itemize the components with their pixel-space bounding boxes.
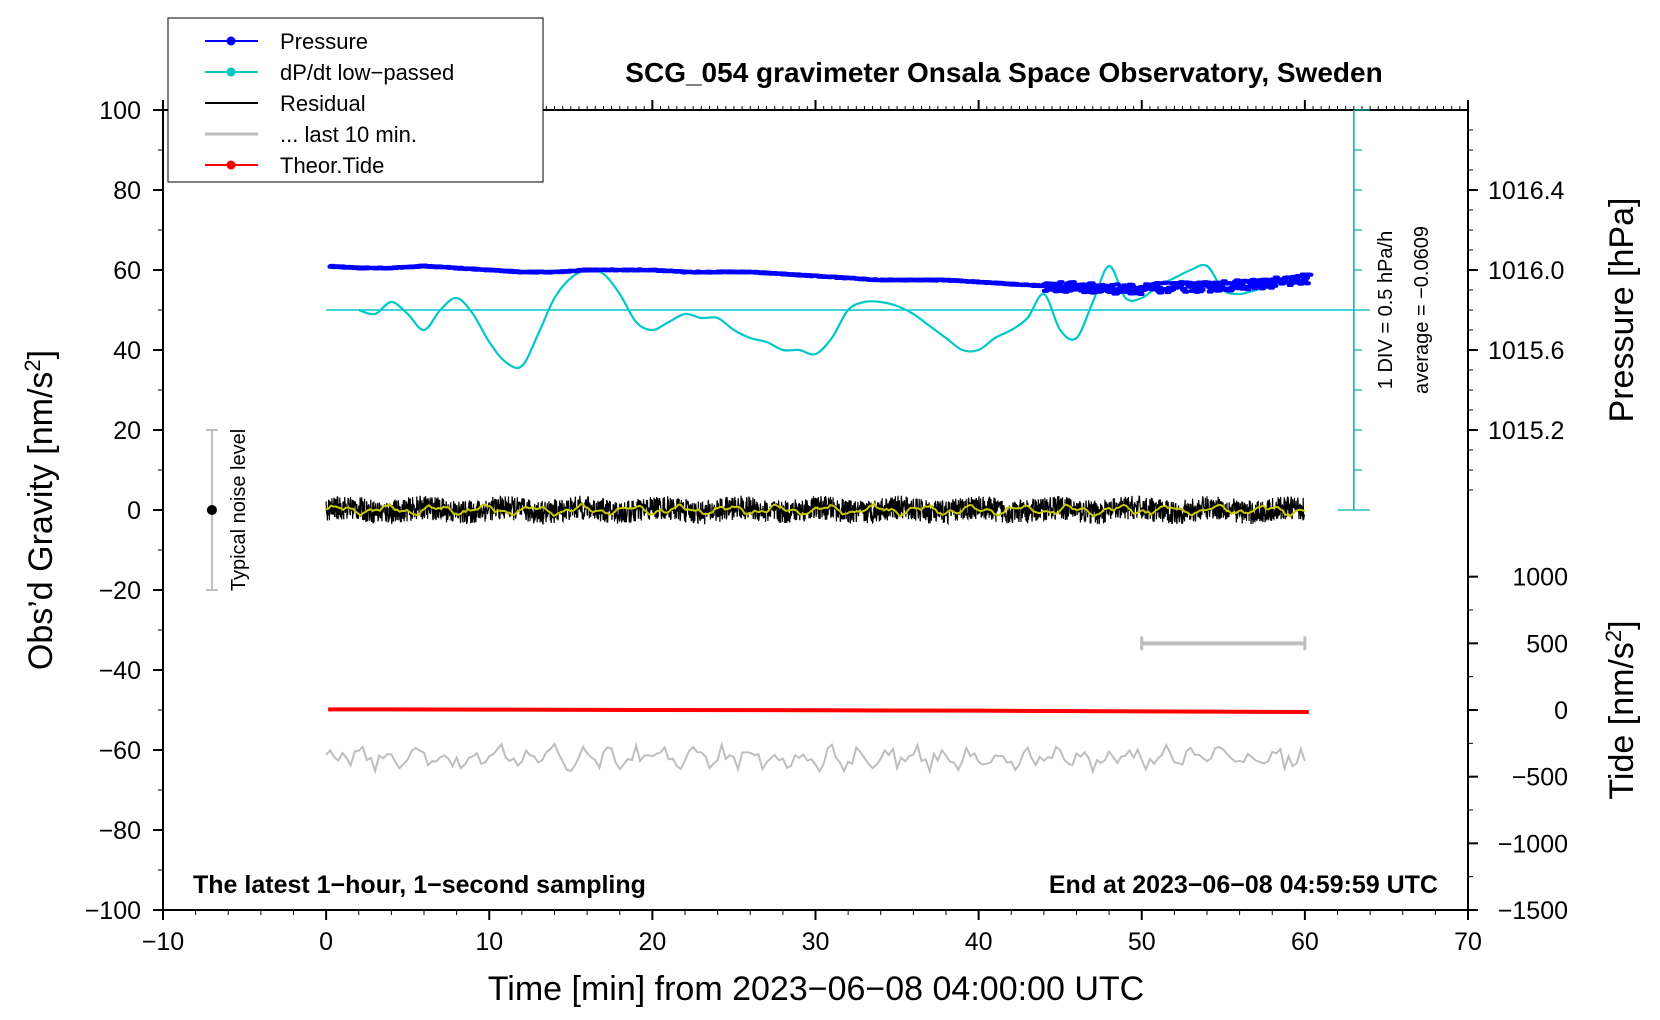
x-tick-label: 10 [475, 928, 503, 956]
pressure-tick-label: 1016.0 [1488, 257, 1564, 285]
y-tick-label: −100 [85, 897, 141, 925]
tide-tick-label: 500 [1526, 630, 1568, 658]
y-tick-label: −60 [99, 737, 141, 765]
pressure-tick-label: 1015.6 [1488, 337, 1564, 365]
y-axis-left-title-sup: 2 [20, 359, 45, 371]
noise-center-dot [206, 505, 217, 515]
annotation-left: The latest 1−hour, 1−second sampling [193, 871, 646, 899]
pressure-line [327, 263, 1314, 296]
axes-layer: −10 0 10 20 30 40 50 60 70100806040200−20−40−60−… [85, 97, 1568, 956]
y-axis-left-title: Obs’d Gravity [nm/s2] [20, 350, 60, 670]
x-tick-label: 40 [965, 928, 993, 956]
y-tick-label: 20 [113, 417, 141, 445]
pressure-tick-label: 1015.2 [1488, 417, 1564, 445]
dpdt-scale-note: 1 DIV = 0.5 hPa/h [1375, 231, 1397, 389]
y-tick-label: −20 [99, 577, 141, 605]
y-tick-label: 40 [113, 337, 141, 365]
tide-layer [328, 707, 1309, 714]
last10-line [325, 741, 1306, 776]
tide-line [328, 707, 1309, 714]
x-tick-label: 70 [1454, 928, 1482, 956]
dpdt-average-note: average = −0.0609 [1411, 226, 1433, 394]
x-tick-label: 60 [1291, 928, 1319, 956]
y-tick-label: 80 [113, 177, 141, 205]
chart-title: SCG_054 gravimeter Onsala Space Observat… [625, 57, 1382, 88]
y-axis-tide-title-end: ] [1603, 620, 1641, 629]
legend-label: Pressure [280, 29, 368, 54]
y-axis-left-title-end: ] [22, 350, 60, 359]
x-tick-label: −10 [142, 928, 184, 956]
dpdt-line [358, 263, 1305, 370]
legend-marker [226, 36, 236, 46]
x-tick-label: 0 [319, 928, 333, 956]
y-tick-label: 100 [99, 97, 141, 125]
y-tick-label: −40 [99, 657, 141, 685]
residual-line [325, 495, 1306, 526]
tide-tick-label: −500 [1512, 764, 1568, 792]
pressure-layer [327, 263, 1314, 296]
y-tick-label: −80 [99, 817, 141, 845]
legend-marker [226, 160, 236, 170]
y-axis-tide-title-sup: 2 [1601, 630, 1626, 642]
pressure-tick-label: 1016.4 [1488, 177, 1565, 205]
residual-layer [325, 495, 1306, 526]
y-axis-tide-title: Tide [nm/s2] [1601, 620, 1641, 799]
tide-tick-label: −1000 [1498, 830, 1568, 858]
legend-label: Residual [280, 91, 366, 116]
legend: Pressure dP/dt low−passed Residual ... last… [167, 17, 544, 183]
x-tick-label: 30 [802, 928, 830, 956]
residual-smooth-line [325, 502, 1306, 518]
x-axis-title: Time [min] from 2023−06−08 04:00:00 UTC [488, 970, 1144, 1008]
x-tick-label: 20 [638, 928, 666, 956]
annotation-right: End at 2023−06−08 04:59:59 UTC [1049, 871, 1438, 899]
legend-marker [226, 67, 236, 77]
y-axis-pressure-title: Pressure [hPa] [1603, 198, 1641, 423]
legend-label: Theor.Tide [280, 153, 384, 178]
legend-items: Pressure dP/dt low−passed Residual ... last… [205, 29, 454, 178]
x-tick-label: 50 [1128, 928, 1156, 956]
noise-level-label: Typical noise level [228, 429, 250, 591]
y-tick-label: 60 [113, 257, 141, 285]
dpdt-layer [326, 263, 1354, 370]
y-axis-left-title-main: Obs’d Gravity [nm/s [22, 372, 60, 671]
y-axis-tide-title-main: Tide [nm/s [1603, 642, 1641, 799]
legend-label: ... last 10 min. [280, 122, 417, 147]
y-tick-label: 0 [127, 497, 141, 525]
tide-tick-label: −1500 [1498, 897, 1568, 925]
legend-label: dP/dt low−passed [280, 60, 454, 85]
tide-tick-label: 1000 [1512, 564, 1568, 592]
tide-tick-label: 0 [1554, 697, 1568, 725]
last10-layer [325, 636, 1307, 776]
noise-level-indicator [205, 429, 218, 591]
